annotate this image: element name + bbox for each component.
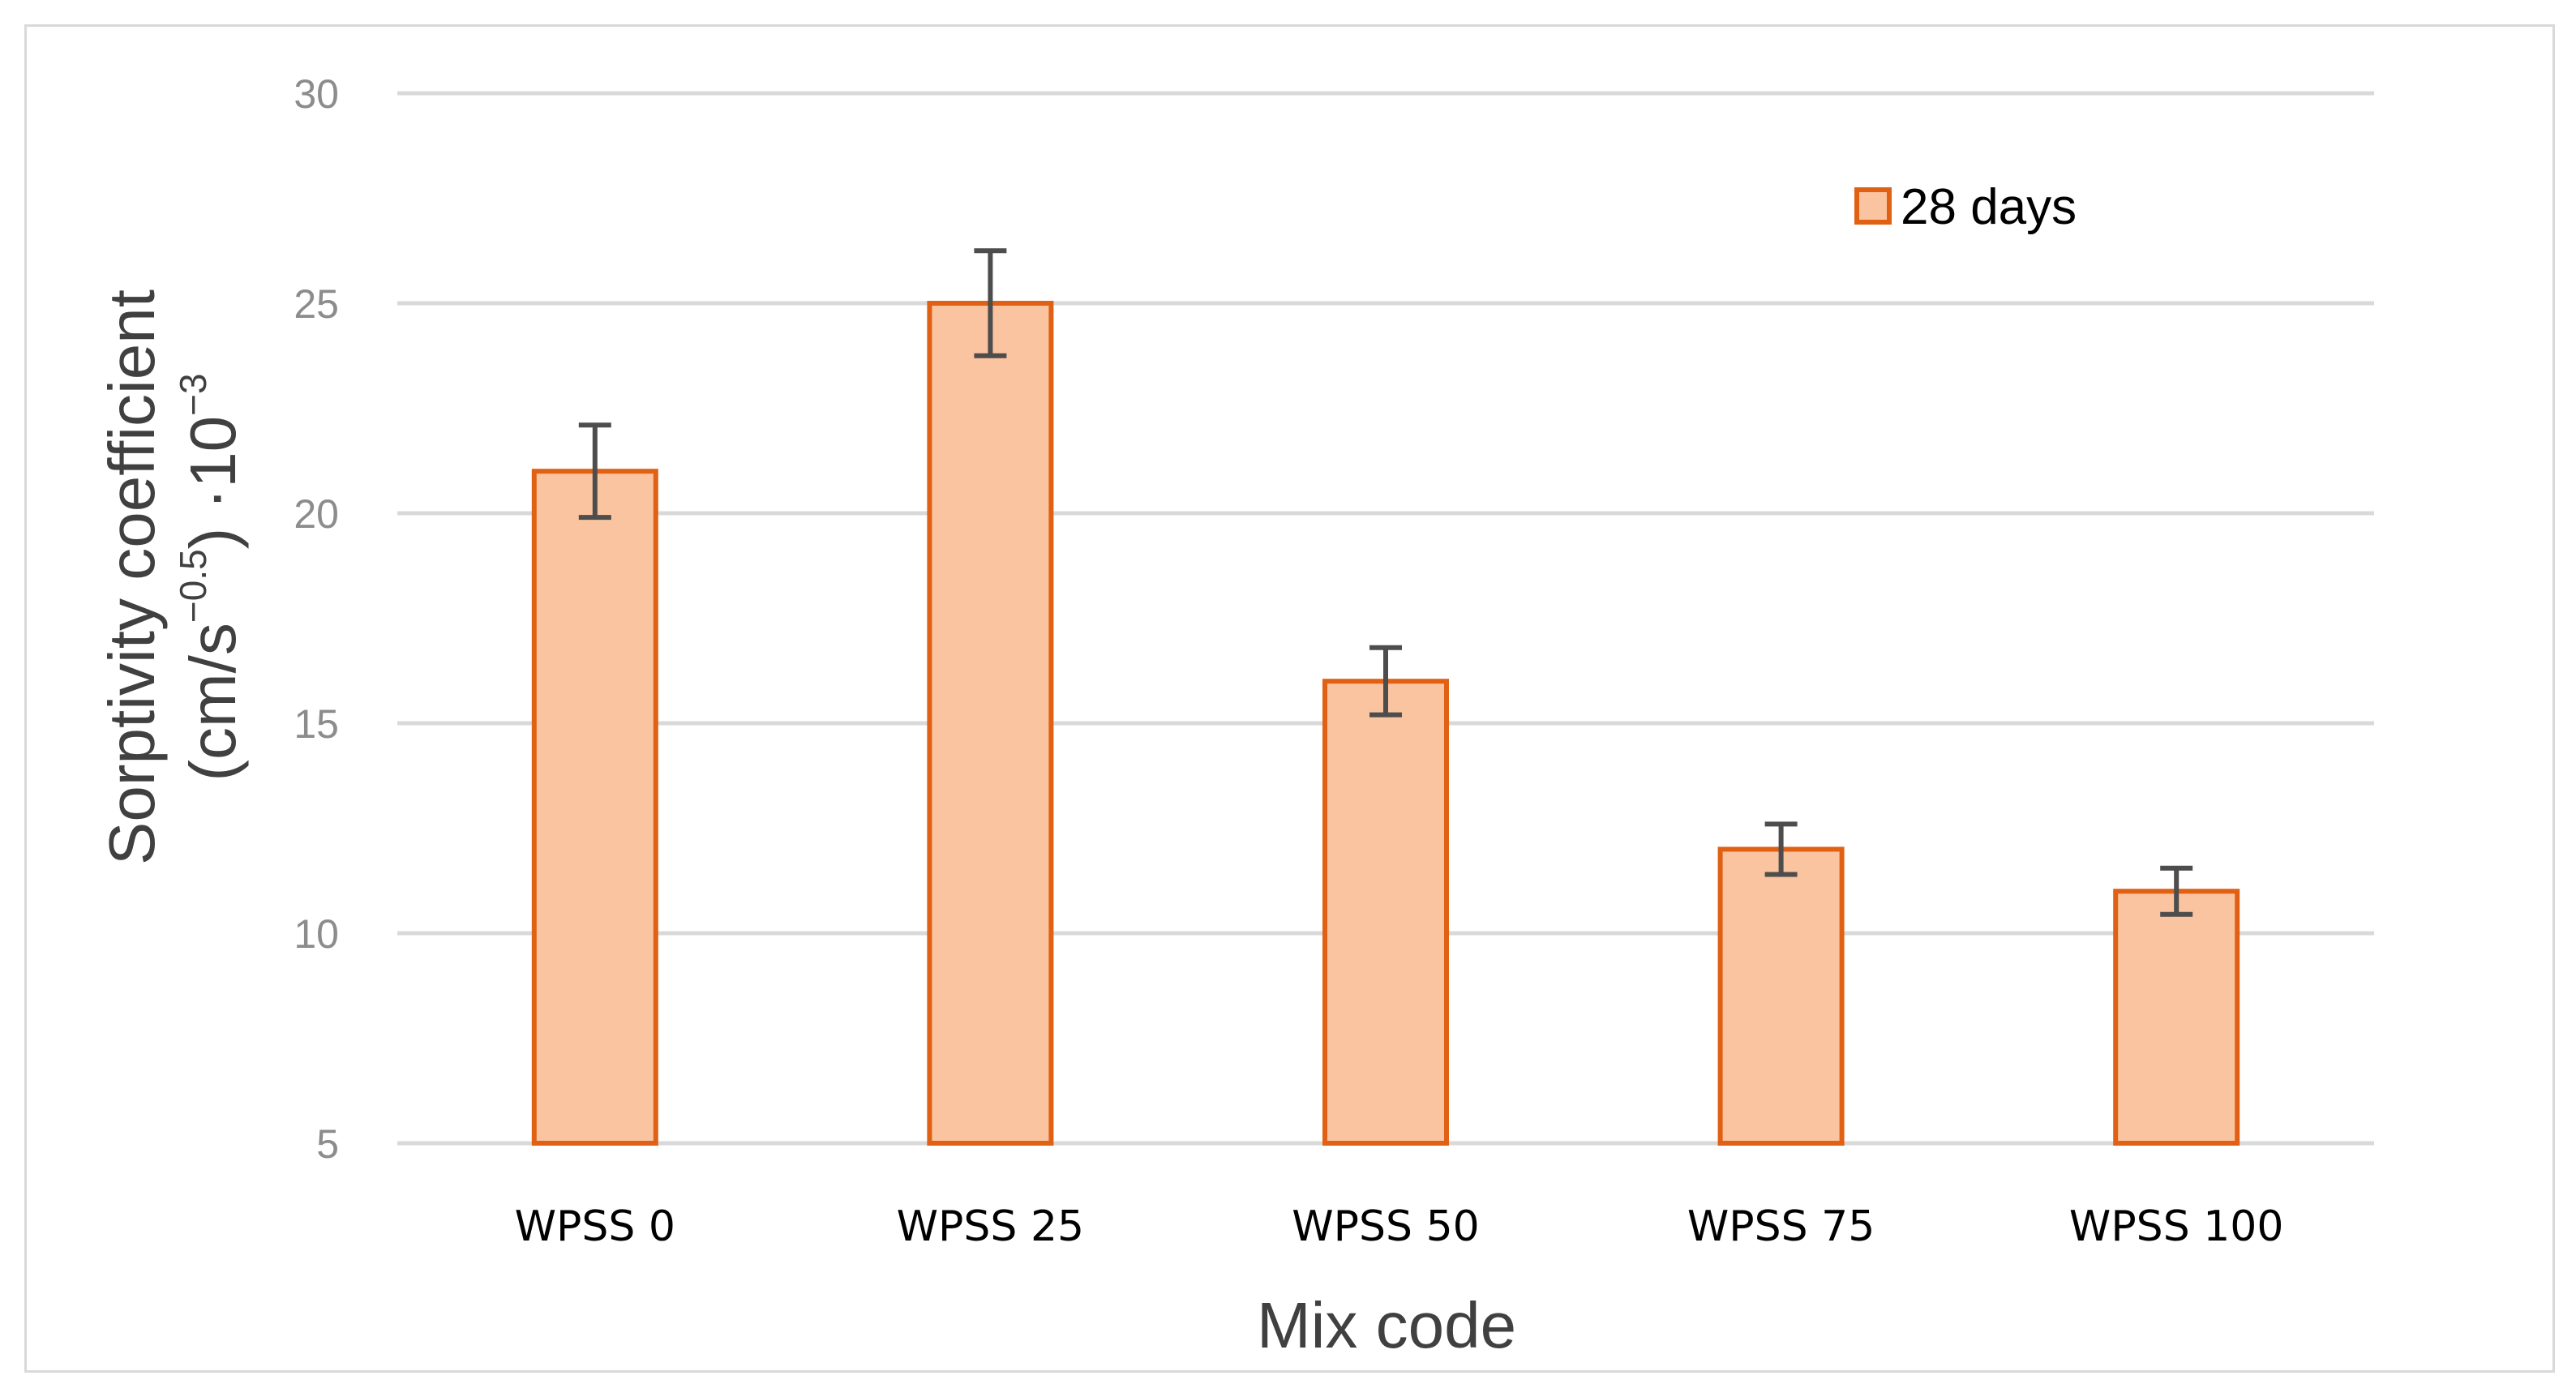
error-bar	[1764, 821, 1798, 877]
y-axis-unit-mid: ) ·10	[177, 416, 249, 550]
x-tick-labels: WPSS 0 WPSS 25 WPSS 50 WPSS 75 WPSS 100	[515, 1202, 2284, 1251]
y-axis-scale-exponent: −3	[172, 373, 214, 415]
bar-wpss-25	[927, 301, 1054, 1146]
grid-lines	[397, 91, 2374, 1146]
y-axis-unit-exponent: −0.5	[172, 549, 214, 623]
x-tick-label: WPSS 50	[1292, 1202, 1480, 1251]
error-bar	[578, 422, 611, 521]
y-tick-labels: 5 10 15 20 25 30	[294, 71, 339, 1167]
y-tick-label: 25	[294, 281, 339, 327]
error-bar	[2160, 865, 2193, 917]
x-tick-label: WPSS 100	[2069, 1202, 2284, 1251]
x-axis-title: Mix code	[1257, 1289, 1516, 1361]
y-tick-label: 30	[294, 71, 339, 117]
error-bars	[578, 248, 2193, 917]
bar-wpss-100	[2113, 889, 2240, 1146]
bar-wpss-0	[531, 469, 658, 1146]
x-tick-label: WPSS 0	[515, 1202, 675, 1251]
y-tick-label: 10	[294, 911, 339, 957]
x-tick-label: WPSS 75	[1687, 1202, 1875, 1251]
legend-label: 28 days	[1901, 179, 2077, 235]
chart-frame	[24, 24, 2555, 1373]
y-axis-unit-base: (cm/s	[177, 623, 249, 782]
y-axis-title-line2: (cm/s−0.5) ·10−3	[172, 373, 249, 781]
legend-swatch	[1854, 187, 1892, 225]
error-bar	[974, 248, 1007, 358]
y-tick-label: 15	[294, 701, 339, 747]
y-tick-label: 5	[316, 1121, 339, 1167]
legend: 28 days	[1854, 179, 2077, 235]
error-bar	[1369, 645, 1402, 718]
bar-wpss-75	[1717, 846, 1845, 1146]
x-tick-label: WPSS 25	[897, 1202, 1085, 1251]
y-tick-label: 20	[294, 491, 339, 537]
y-axis-title: Sorptivity coefficient (cm/s−0.5) ·10−3	[96, 289, 249, 865]
y-axis-title-line1: Sorptivity coefficient	[96, 289, 168, 865]
bar-wpss-50	[1322, 679, 1449, 1146]
